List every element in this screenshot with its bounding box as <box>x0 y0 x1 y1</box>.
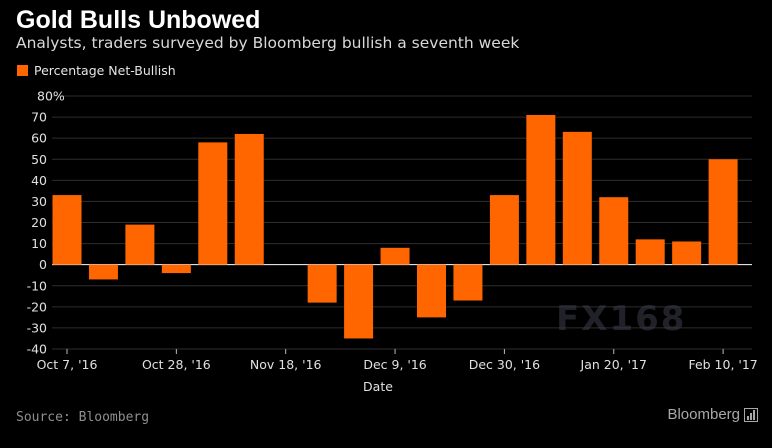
x-tick-label: Oct 7, '16 <box>37 357 98 372</box>
bloomberg-chart-icon <box>744 407 758 422</box>
bar-2016-12-16 <box>417 264 446 318</box>
bar-2017-01-13 <box>562 131 592 265</box>
y-tick-label: 80% <box>37 89 65 104</box>
x-tick-label: Feb 10, '17 <box>688 357 757 372</box>
bar-2016-10-21 <box>125 224 155 265</box>
bar-2016-11-25 <box>307 264 337 303</box>
bar-2016-10-14 <box>88 264 118 280</box>
bar-2017-02-10 <box>708 159 738 265</box>
x-tick-label: Oct 28, '16 <box>142 357 211 372</box>
y-tick-label: 30 <box>31 194 47 209</box>
bar-2017-01-27 <box>635 239 665 265</box>
bar-2016-12-23 <box>453 264 483 301</box>
x-tick-labels: Oct 7, '16 Oct 28, '16 Nov 18, '16 Dec 9, '… <box>37 349 758 372</box>
bar-2016-12-02 <box>344 264 374 339</box>
bar-2016-10-28 <box>161 264 191 274</box>
bar-2016-11-04 <box>198 142 228 265</box>
chart-title: Gold Bulls Unbowed <box>16 6 261 34</box>
x-tick-label: Nov 18, '16 <box>250 357 322 372</box>
bar-2016-10-07 <box>52 195 82 265</box>
watermark-text: FX168 <box>556 299 686 339</box>
y-tick-label: 40 <box>31 173 47 188</box>
watermark: FX168 <box>556 299 686 339</box>
x-axis-label: Date <box>363 379 393 394</box>
y-tick-label: 20 <box>31 215 47 230</box>
brand-name: Bloomberg <box>667 406 740 423</box>
legend-label: Percentage Net-Bullish <box>34 63 176 78</box>
chart-subtitle: Analysts, traders surveyed by Bloomberg … <box>16 34 520 52</box>
y-tick-label: -10 <box>27 278 47 293</box>
y-tick-label: 60 <box>31 131 47 146</box>
legend: Percentage Net-Bullish <box>17 63 176 78</box>
brand-logo: Bloomberg <box>667 406 758 423</box>
bars <box>52 114 738 339</box>
y-tick-labels: -40 -30 -20 -10 0 10 20 30 40 50 60 70 80% <box>27 89 65 357</box>
bar-2016-12-30 <box>489 195 519 265</box>
y-tick-label: 0 <box>39 257 47 272</box>
x-tick-label: Jan 20, '17 <box>580 357 647 372</box>
x-tick-label: Dec 30, '16 <box>469 357 540 372</box>
source-note: Source: Bloomberg <box>16 410 150 425</box>
bar-2017-01-20 <box>599 197 629 265</box>
y-tick-label: -20 <box>27 299 47 314</box>
bar-2017-02-03 <box>672 241 702 265</box>
y-tick-label: 70 <box>31 110 47 125</box>
bar-2016-12-09 <box>380 247 410 265</box>
y-tick-label: 10 <box>31 236 47 251</box>
bar-2016-11-11 <box>234 133 264 265</box>
y-tick-label: -40 <box>27 342 47 357</box>
bar-2017-01-06 <box>526 114 556 265</box>
y-tick-label: -30 <box>27 320 47 335</box>
x-tick-label: Dec 9, '16 <box>363 357 426 372</box>
legend-swatch <box>17 65 28 76</box>
y-tick-label: 50 <box>31 152 47 167</box>
